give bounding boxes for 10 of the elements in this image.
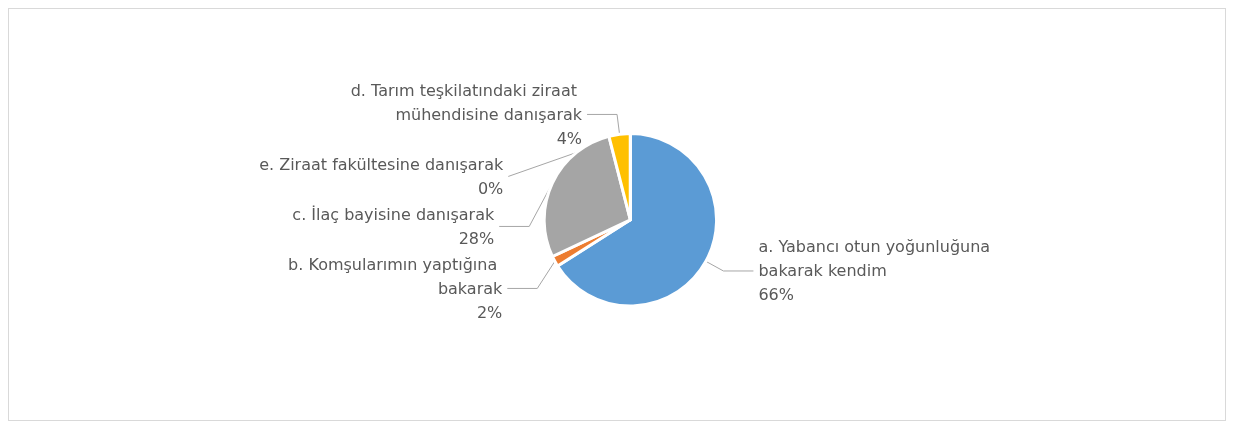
slice-label: b. Komşularımın yaptığına bakarak: [288, 254, 504, 298]
data-label: 4%: [556, 128, 583, 148]
slice-label: c. İlaç bayisine danışarak: [292, 204, 495, 224]
text: 0%: [477, 178, 504, 198]
slice-label: d. Tarım teşkilatındaki ziraat mühendisine danışarak: [350, 80, 583, 124]
data-label: 2%: [476, 302, 503, 322]
data-label: 28%: [458, 228, 495, 248]
data-label: 66%: [758, 285, 794, 305]
category-label: e. Ziraat fakültesine danışarak: [259, 154, 504, 174]
slice-label: a. Yabancı otun yoğunluğuna bakarak kendim: [758, 237, 996, 281]
